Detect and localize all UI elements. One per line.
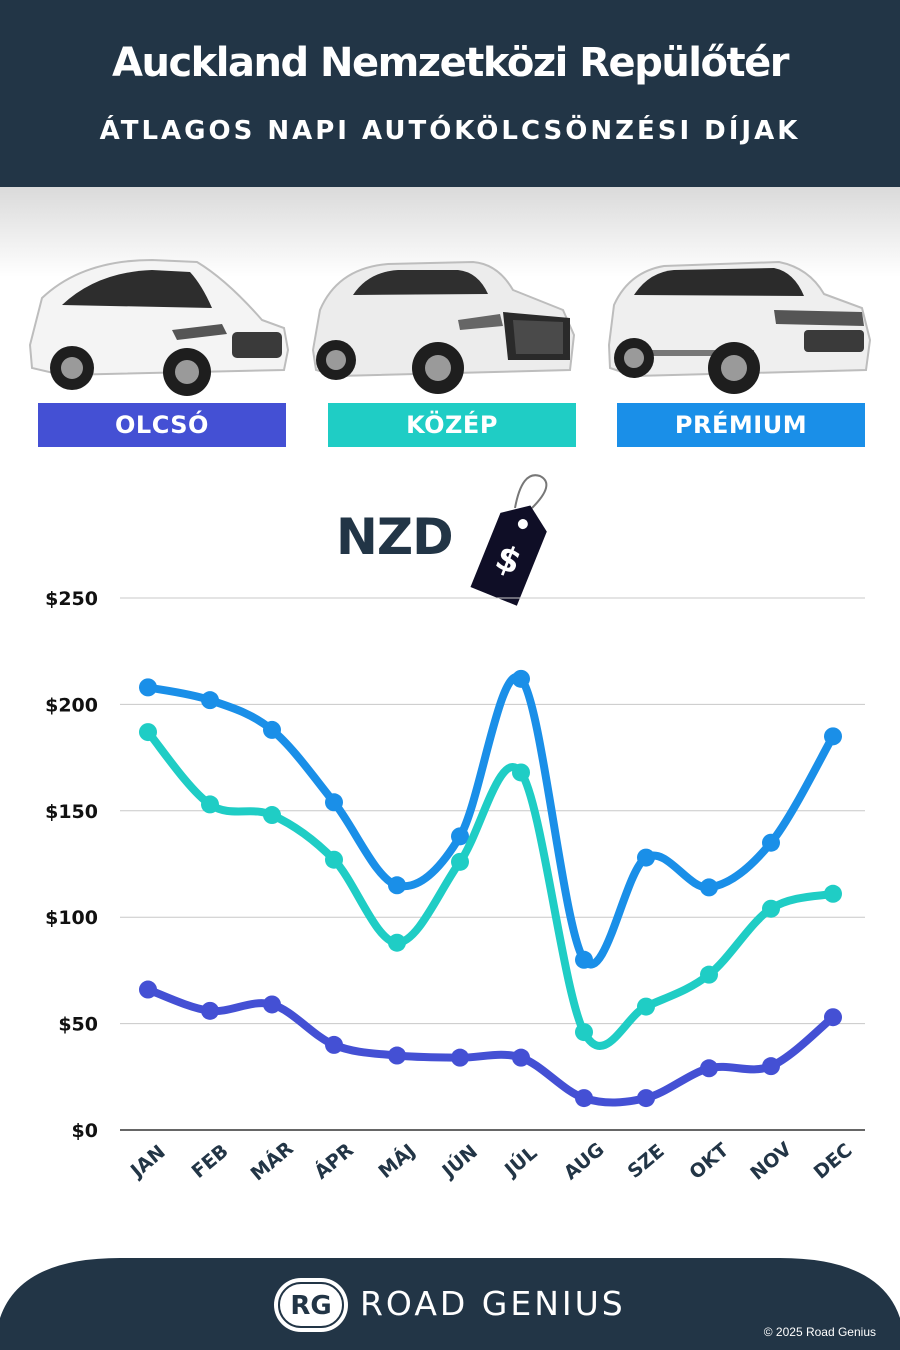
x-tick-label: NOV: [746, 1138, 796, 1185]
data-point: [824, 1008, 842, 1027]
page-title: Auckland Nemzetközi Repülőtér: [112, 40, 789, 86]
y-tick-label: $100: [45, 907, 98, 929]
x-tick-label: OKT: [685, 1139, 733, 1184]
hatchback-car-icon: [28, 258, 290, 396]
header-banner: Auckland Nemzetközi Repülőtér ÁTLAGOS NA…: [0, 0, 900, 187]
data-point: [700, 965, 718, 984]
data-point: [451, 827, 469, 846]
data-point: [512, 669, 530, 688]
y-tick-label: $50: [58, 1014, 98, 1036]
road-genius-logo-icon: RG: [274, 1278, 348, 1332]
category-badge-mid: KÖZÉP: [328, 403, 576, 447]
data-point: [451, 852, 469, 871]
currency-label: NZD: [336, 508, 454, 566]
data-point: [575, 1089, 593, 1108]
data-point: [325, 793, 343, 812]
logo-text: RG: [290, 1291, 331, 1321]
data-point: [637, 997, 655, 1016]
x-tick-label: DEC: [810, 1139, 857, 1183]
data-point: [700, 1059, 718, 1078]
data-point: [512, 1048, 530, 1067]
data-point: [139, 678, 157, 697]
y-tick-label: $250: [45, 588, 98, 610]
series-line: [144, 728, 837, 1050]
suv-car-icon: [311, 260, 576, 394]
data-point: [637, 1089, 655, 1108]
data-point: [325, 850, 343, 869]
data-point: [388, 876, 406, 895]
series-line: [144, 985, 837, 1107]
data-point: [824, 884, 842, 903]
y-tick-label: $150: [45, 801, 98, 823]
data-point: [451, 1048, 469, 1067]
data-point: [575, 950, 593, 969]
price-tag-icon: $: [470, 474, 548, 606]
premium-suv-car-icon: [607, 260, 872, 394]
data-point: [139, 723, 157, 742]
x-tick-label: MÁR: [246, 1136, 298, 1185]
data-point: [201, 1001, 219, 1020]
data-point: [201, 795, 219, 814]
data-point: [388, 933, 406, 952]
x-tick-label: SZE: [624, 1140, 669, 1183]
footer-banner: [0, 1258, 900, 1350]
data-point: [263, 995, 281, 1014]
brand-name: ROAD GENIUS: [360, 1284, 626, 1323]
x-tick-label: AUG: [560, 1138, 609, 1184]
copyright-text: © 2025 Road Genius: [763, 1325, 876, 1339]
data-point: [575, 1023, 593, 1042]
category-badge-economy: OLCSÓ: [38, 403, 286, 447]
category-badge-premium: PRÉMIUM: [617, 403, 865, 447]
x-tick-label: FEB: [188, 1140, 233, 1183]
data-point: [325, 1035, 343, 1054]
data-point: [139, 980, 157, 999]
data-point: [201, 691, 219, 710]
x-tick-label: JAN: [125, 1141, 170, 1183]
page-subtitle: ÁTLAGOS NAPI AUTÓKÖLCSÖNZÉSI DÍJAK: [99, 116, 801, 146]
data-point: [388, 1046, 406, 1065]
x-tick-label: JÚN: [436, 1139, 482, 1183]
data-point: [263, 720, 281, 739]
data-point: [824, 727, 842, 746]
rental-price-line-chart: $0 $50 $100 $150 $200 $250 JAN FEB MÁR ÁPR MÁJ JÚN…: [45, 588, 865, 1185]
data-point: [762, 833, 780, 852]
x-tick-label: ÁPR: [310, 1138, 358, 1184]
data-point: [700, 878, 718, 897]
series-line: [144, 672, 837, 969]
data-point: [263, 806, 281, 825]
data-point: [512, 763, 530, 782]
data-point: [762, 899, 780, 918]
x-tick-label: MÁJ: [374, 1139, 420, 1183]
data-point: [637, 848, 655, 867]
y-tick-label: $0: [72, 1120, 98, 1142]
y-tick-label: $200: [45, 694, 98, 716]
data-point: [762, 1057, 780, 1076]
x-tick-label: JÚL: [498, 1140, 541, 1182]
